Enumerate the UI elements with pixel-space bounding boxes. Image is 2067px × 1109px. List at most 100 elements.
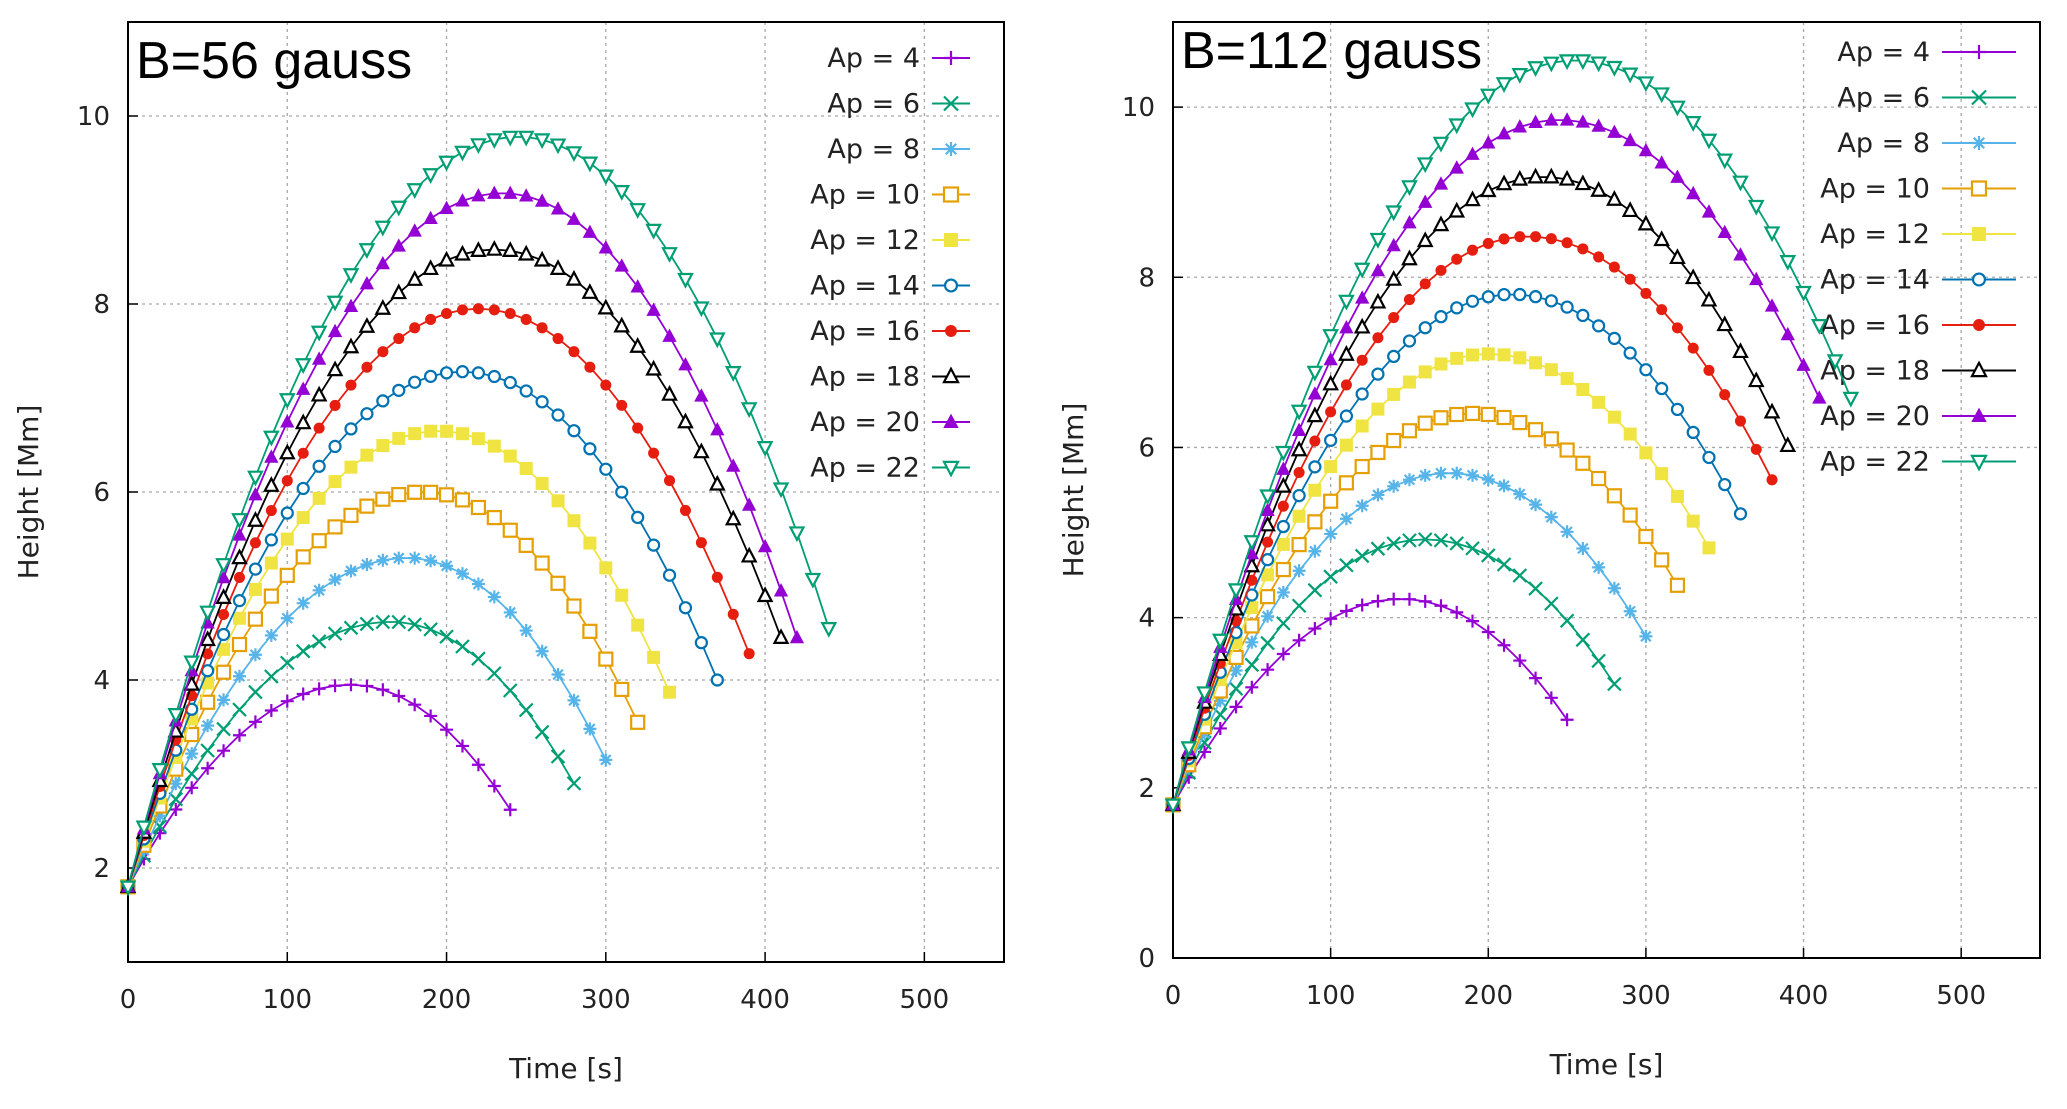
data-point bbox=[662, 328, 677, 342]
data-point bbox=[1591, 653, 1606, 669]
data-point bbox=[215, 664, 232, 680]
data-point bbox=[756, 440, 774, 457]
data-point bbox=[597, 298, 615, 315]
legend-label: Ap = 4 bbox=[827, 43, 920, 74]
data-point bbox=[1591, 118, 1606, 132]
data-point bbox=[1638, 528, 1654, 545]
data-point bbox=[582, 623, 598, 639]
data-point bbox=[743, 648, 755, 660]
data-point bbox=[423, 369, 438, 383]
data-point bbox=[1293, 466, 1305, 479]
data-point bbox=[1353, 262, 1371, 279]
data-point bbox=[1402, 533, 1417, 548]
data-point bbox=[135, 820, 153, 837]
data-point bbox=[1386, 536, 1401, 551]
data-point bbox=[439, 629, 454, 644]
data-point bbox=[1560, 372, 1574, 386]
data-point bbox=[248, 648, 262, 662]
data-point bbox=[789, 629, 805, 644]
data-point bbox=[599, 753, 613, 767]
data-point bbox=[1655, 381, 1669, 396]
data-point bbox=[1795, 285, 1812, 302]
data-point bbox=[1653, 230, 1670, 247]
data-point bbox=[1370, 444, 1386, 461]
data-point bbox=[1324, 433, 1338, 447]
data-point bbox=[295, 643, 311, 659]
data-point bbox=[1640, 287, 1652, 299]
data-point bbox=[1450, 466, 1464, 480]
data-point bbox=[1574, 174, 1592, 191]
data-point bbox=[503, 375, 517, 390]
data-point bbox=[1369, 292, 1387, 309]
data-point bbox=[740, 546, 758, 563]
data-point bbox=[345, 379, 357, 391]
data-point bbox=[1513, 654, 1527, 668]
data-point bbox=[1528, 290, 1543, 304]
data-point bbox=[1670, 402, 1685, 417]
data-point bbox=[1529, 671, 1543, 685]
data-point bbox=[583, 722, 597, 736]
data-point bbox=[328, 679, 342, 693]
data-point bbox=[647, 650, 661, 664]
data-point bbox=[645, 359, 662, 376]
data-point bbox=[1418, 365, 1432, 379]
data-point bbox=[1513, 487, 1527, 501]
data-point bbox=[600, 379, 612, 391]
data-point bbox=[1684, 268, 1702, 285]
data-point bbox=[422, 259, 439, 276]
data-point bbox=[406, 183, 424, 199]
data-point bbox=[359, 616, 375, 632]
legend-marker bbox=[943, 413, 959, 428]
data-point bbox=[1387, 592, 1401, 606]
data-point bbox=[217, 642, 231, 656]
data-point bbox=[215, 588, 232, 604]
data-point bbox=[1607, 331, 1622, 346]
data-point bbox=[471, 188, 486, 202]
data-point bbox=[488, 304, 500, 316]
data-point bbox=[1639, 363, 1653, 377]
data-point bbox=[151, 763, 169, 779]
data-point bbox=[374, 220, 392, 237]
legend-label: Ap = 8 bbox=[1837, 128, 1930, 159]
data-point bbox=[1356, 354, 1368, 366]
data-point bbox=[1576, 308, 1590, 323]
data-point bbox=[1261, 663, 1275, 677]
data-point bbox=[185, 747, 199, 761]
data-point bbox=[662, 568, 677, 582]
data-point bbox=[679, 504, 691, 516]
data-point bbox=[201, 761, 215, 775]
y-tick-label: 10 bbox=[77, 102, 110, 132]
data-point bbox=[1749, 271, 1764, 286]
data-point bbox=[344, 564, 358, 578]
data-point bbox=[1262, 536, 1274, 548]
legend-label: Ap = 20 bbox=[1820, 401, 1930, 432]
data-point bbox=[1560, 525, 1574, 539]
data-point bbox=[630, 279, 645, 293]
data-point bbox=[247, 470, 264, 487]
data-point bbox=[439, 200, 454, 214]
data-point bbox=[1512, 119, 1527, 133]
x-tick-label: 300 bbox=[581, 985, 631, 1015]
data-point bbox=[1338, 345, 1355, 361]
x-axis-title: Time [s] bbox=[1549, 1048, 1664, 1081]
plot-frame bbox=[1172, 21, 2041, 959]
data-point bbox=[1669, 100, 1686, 117]
data-point bbox=[631, 618, 645, 632]
data-point bbox=[247, 511, 264, 527]
data-point bbox=[1779, 255, 1797, 271]
data-point bbox=[310, 325, 328, 342]
legend-entry: Ap = 18 bbox=[1820, 356, 2016, 387]
data-point bbox=[710, 422, 725, 436]
data-point bbox=[1464, 190, 1481, 207]
legend-marker bbox=[944, 142, 958, 156]
data-point bbox=[296, 481, 310, 496]
data-point bbox=[1734, 415, 1747, 427]
data-point bbox=[392, 431, 406, 445]
data-point bbox=[1543, 56, 1560, 73]
data-point bbox=[1512, 568, 1528, 583]
data-point bbox=[1355, 499, 1369, 513]
series-line bbox=[1172, 598, 1568, 806]
data-point bbox=[1561, 237, 1573, 249]
data-point bbox=[1763, 226, 1781, 243]
data-point bbox=[1213, 721, 1227, 735]
